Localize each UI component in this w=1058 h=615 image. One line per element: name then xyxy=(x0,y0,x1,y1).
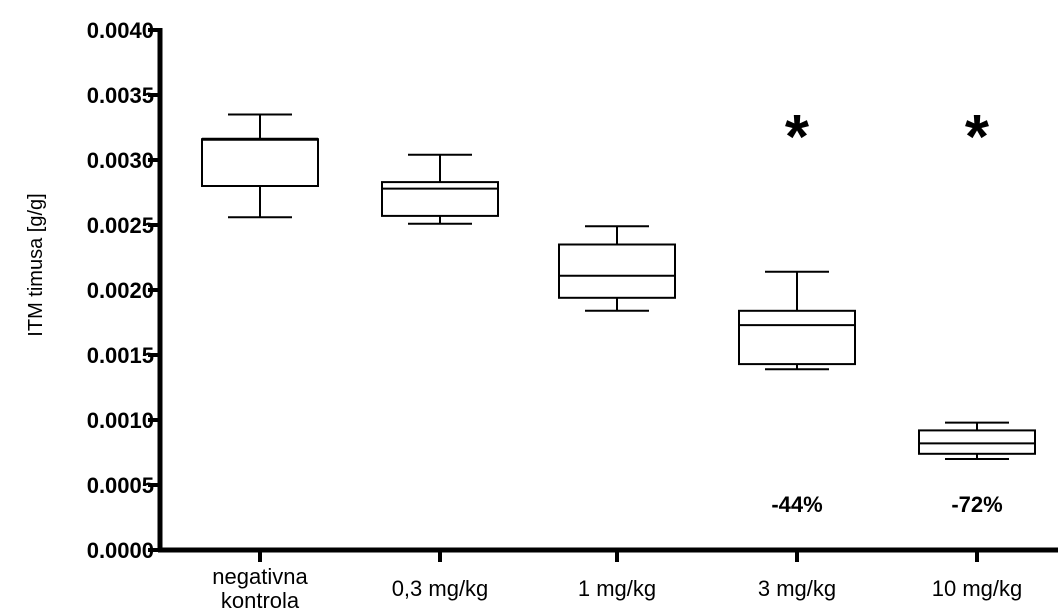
box-iqr xyxy=(381,181,499,217)
significance-marker: * xyxy=(965,103,990,172)
y-tick-label: 0.0005 xyxy=(87,473,154,498)
y-axis: 0.0000 0.0005 0.0010 0.0015 0.0020 0.0025 0.00… xyxy=(87,18,163,563)
x-tick-label: 0,3 mg/kg xyxy=(392,576,489,601)
x-tick-label: negativna xyxy=(212,564,308,589)
x-tick-label: 3 mg/kg xyxy=(758,576,836,601)
box-iqr xyxy=(918,429,1036,455)
box-iqr xyxy=(558,243,676,299)
y-tick-label: 0.0010 xyxy=(87,408,154,433)
box-1 xyxy=(381,153,499,225)
box-2 xyxy=(558,225,676,312)
significance-marker: * xyxy=(785,103,810,172)
y-tick-label: 0.0015 xyxy=(87,343,154,368)
percent-change-label: -72% xyxy=(951,492,1002,517)
box-0 xyxy=(201,113,319,219)
box-iqr xyxy=(201,138,319,187)
y-axis-label: ITM timusa [g/g] xyxy=(25,193,47,336)
y-tick-label: 0.0030 xyxy=(87,148,154,173)
y-tick-label: 0.0040 xyxy=(87,18,154,43)
y-tick-label: 0.0020 xyxy=(87,278,154,303)
y-tick-label: 0.0035 xyxy=(87,83,154,108)
y-tick-label: 0.0000 xyxy=(87,538,154,563)
box-4 xyxy=(918,421,1036,460)
box-iqr xyxy=(738,309,856,366)
box-3 xyxy=(738,270,856,371)
percent-change-label: -44% xyxy=(771,492,822,517)
x-tick-label: kontrola xyxy=(221,588,300,613)
boxes xyxy=(201,113,1036,460)
y-tick-label: 0.0025 xyxy=(87,213,154,238)
x-tick-label: 10 mg/kg xyxy=(932,576,1023,601)
annotations: * -44% * -72% xyxy=(771,103,1002,517)
x-tick-label: 1 mg/kg xyxy=(578,576,656,601)
